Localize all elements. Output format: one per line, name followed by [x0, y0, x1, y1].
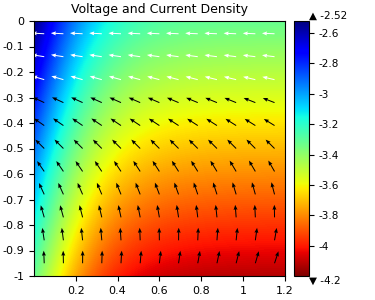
Text: ▼ -4.2: ▼ -4.2 — [309, 276, 341, 286]
Text: ▲ -2.52: ▲ -2.52 — [309, 11, 348, 21]
Title: Voltage and Current Density: Voltage and Current Density — [71, 3, 248, 16]
